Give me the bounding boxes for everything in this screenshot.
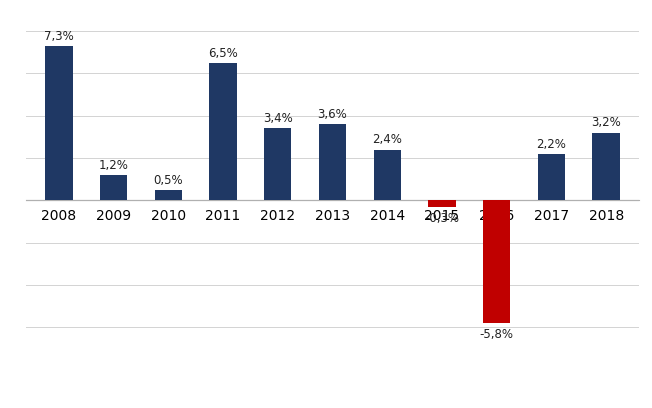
- Text: 6,5%: 6,5%: [208, 47, 238, 60]
- Text: 1,2%: 1,2%: [98, 159, 128, 172]
- Text: 2,4%: 2,4%: [372, 133, 402, 146]
- Text: 3,2%: 3,2%: [591, 116, 621, 129]
- Text: 7,3%: 7,3%: [44, 30, 74, 42]
- Bar: [538, 154, 565, 200]
- Bar: [428, 200, 456, 207]
- Bar: [45, 46, 72, 200]
- Bar: [374, 149, 401, 200]
- Bar: [100, 175, 127, 200]
- Text: 3,4%: 3,4%: [263, 112, 293, 125]
- Text: 2,2%: 2,2%: [537, 137, 567, 151]
- Bar: [264, 129, 291, 200]
- Text: 0,5%: 0,5%: [153, 173, 183, 186]
- Bar: [483, 200, 511, 323]
- Text: -5,8%: -5,8%: [480, 328, 514, 341]
- Text: -0,3%: -0,3%: [425, 212, 459, 225]
- Text: 3,6%: 3,6%: [318, 108, 348, 121]
- Bar: [593, 133, 620, 200]
- Bar: [319, 124, 346, 200]
- Bar: [209, 63, 237, 200]
- Bar: [155, 190, 182, 200]
